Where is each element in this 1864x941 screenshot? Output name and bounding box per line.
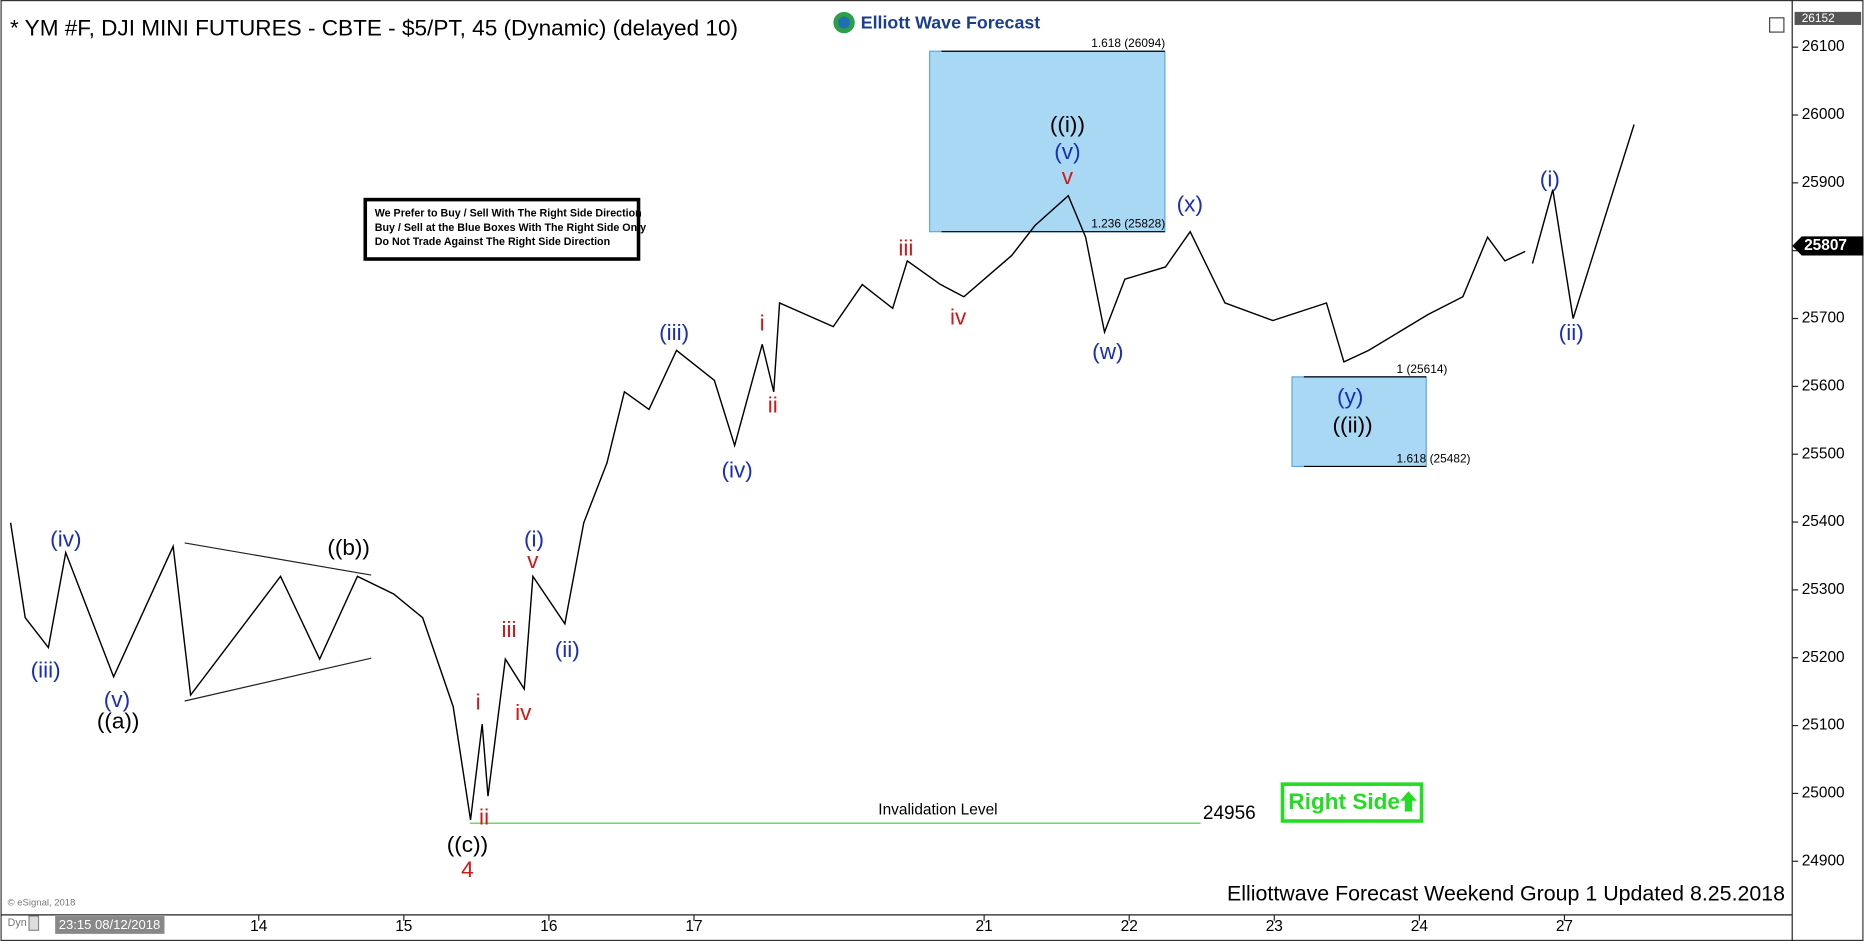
wave-label: ii	[479, 805, 489, 830]
y-tick-label: 25500	[1802, 445, 1845, 462]
high-price-tag	[1794, 11, 1862, 25]
copyright: © eSignal, 2018	[8, 897, 76, 908]
badge-frame	[1280, 782, 1424, 823]
y-tick-label: 24900	[1802, 852, 1845, 869]
wave-label: (iv)	[721, 458, 752, 483]
invalidation-label: Invalidation Level	[878, 801, 997, 818]
wave-label: v	[527, 548, 539, 573]
wave-label: i	[476, 689, 481, 714]
chart-title: * YM #F, DJI MINI FUTURES - CBTE - $5/PT…	[10, 16, 738, 41]
right-side-badge: Right Side	[1280, 782, 1424, 823]
invalidation-value: 24956	[1203, 803, 1256, 824]
wave-label: (ii)	[1559, 320, 1584, 345]
y-tick-label: 26000	[1802, 106, 1845, 123]
x-tick-label: 24	[1411, 918, 1429, 935]
fib-box	[929, 50, 1166, 233]
y-tick-label: 25900	[1802, 174, 1845, 191]
wave-label: (ii)	[555, 637, 580, 662]
wave-label: (iii)	[659, 320, 689, 345]
wave-label: v	[1062, 164, 1074, 189]
wave-label: (iii)	[31, 657, 61, 682]
x-tick-label: 27	[1556, 918, 1573, 935]
fib-label: 1 (25614)	[1397, 362, 1448, 376]
cursor-time-bg	[55, 916, 165, 934]
notice-line: Do Not Trade Against The Right Side Dire…	[375, 236, 610, 248]
wave-label: (v)	[1054, 139, 1080, 164]
window-icon	[1769, 17, 1785, 33]
logo-icon-inner	[838, 16, 851, 29]
notice-line: We Prefer to Buy / Sell With The Right S…	[375, 208, 642, 220]
y-tick-label: 25600	[1802, 377, 1845, 394]
wave-label: (iv)	[50, 527, 81, 552]
wave-label: iv	[950, 304, 967, 329]
wave-label: i	[760, 310, 765, 335]
mode-button[interactable]	[28, 915, 40, 931]
wave-label: (y)	[1337, 384, 1363, 409]
projection-line	[1531, 124, 1635, 319]
notice-frame	[363, 197, 641, 261]
wave-label: ((i))	[1050, 112, 1085, 137]
wave-label: iv	[515, 700, 532, 725]
triangle-lower	[184, 657, 372, 702]
logo-bg	[828, 7, 1055, 39]
price-line	[9, 194, 1526, 821]
wave-label: ((ii))	[1333, 413, 1373, 438]
fib-label: 1.618 (25482)	[1397, 451, 1471, 465]
fib-box	[1291, 376, 1427, 468]
fib-label: 1.618 (26094)	[1091, 36, 1165, 50]
wave-label: ((c))	[447, 832, 488, 857]
triangle-upper	[184, 542, 372, 576]
wave-label: (v)	[104, 687, 130, 712]
x-tick-label: 21	[976, 918, 993, 935]
wave-label: ((a))	[97, 708, 140, 733]
logo-text: Elliott Wave Forecast	[861, 12, 1041, 32]
wave-label: (i)	[1540, 167, 1560, 192]
y-tick-label: 25200	[1802, 649, 1845, 666]
last-price-label: 25807	[1804, 237, 1847, 254]
wave-label: ii	[768, 392, 778, 417]
badge-arrow	[1400, 791, 1417, 812]
cursor-time: 23:15 08/12/2018	[59, 917, 161, 932]
fib-label: 1.236 (25828)	[1091, 217, 1165, 231]
notice-box: We Prefer to Buy / Sell With The Right S…	[363, 197, 646, 261]
wave-label: (x)	[1177, 192, 1203, 217]
x-tick-label: 22	[1121, 918, 1138, 935]
wave-label: (w)	[1092, 339, 1123, 364]
y-tick-label: 25300	[1802, 581, 1845, 598]
notice-line: Buy / Sell at the Blue Boxes With The Ri…	[375, 222, 646, 234]
mode-label: Dyn	[8, 917, 27, 929]
x-tick-label: 16	[540, 918, 557, 935]
wave-label: iii	[898, 235, 913, 260]
y-tick-label: 26100	[1802, 38, 1845, 55]
x-tick-label: 23	[1266, 918, 1283, 935]
y-tick-label: 25700	[1802, 310, 1845, 327]
y-tick-label: 25100	[1802, 717, 1845, 734]
y-tick-label: 25400	[1802, 513, 1845, 530]
y-tick-label: 25000	[1802, 785, 1845, 802]
logo: Elliott Wave Forecast	[828, 7, 1055, 39]
badge-text: Right Side	[1288, 789, 1400, 814]
x-tick-label: 15	[395, 918, 412, 935]
high-price-label: 26152	[1802, 11, 1835, 25]
wave-label: (i)	[524, 527, 544, 552]
wave-label: ((b))	[327, 535, 370, 560]
x-tick-label: 17	[685, 918, 702, 935]
wave-label: 4	[461, 857, 474, 882]
last-price-tag	[1792, 236, 1864, 256]
footer: Elliottwave Forecast Weekend Group 1 Upd…	[1227, 881, 1785, 905]
wave-label: iii	[502, 617, 517, 642]
x-tick-label: 14	[250, 918, 268, 935]
